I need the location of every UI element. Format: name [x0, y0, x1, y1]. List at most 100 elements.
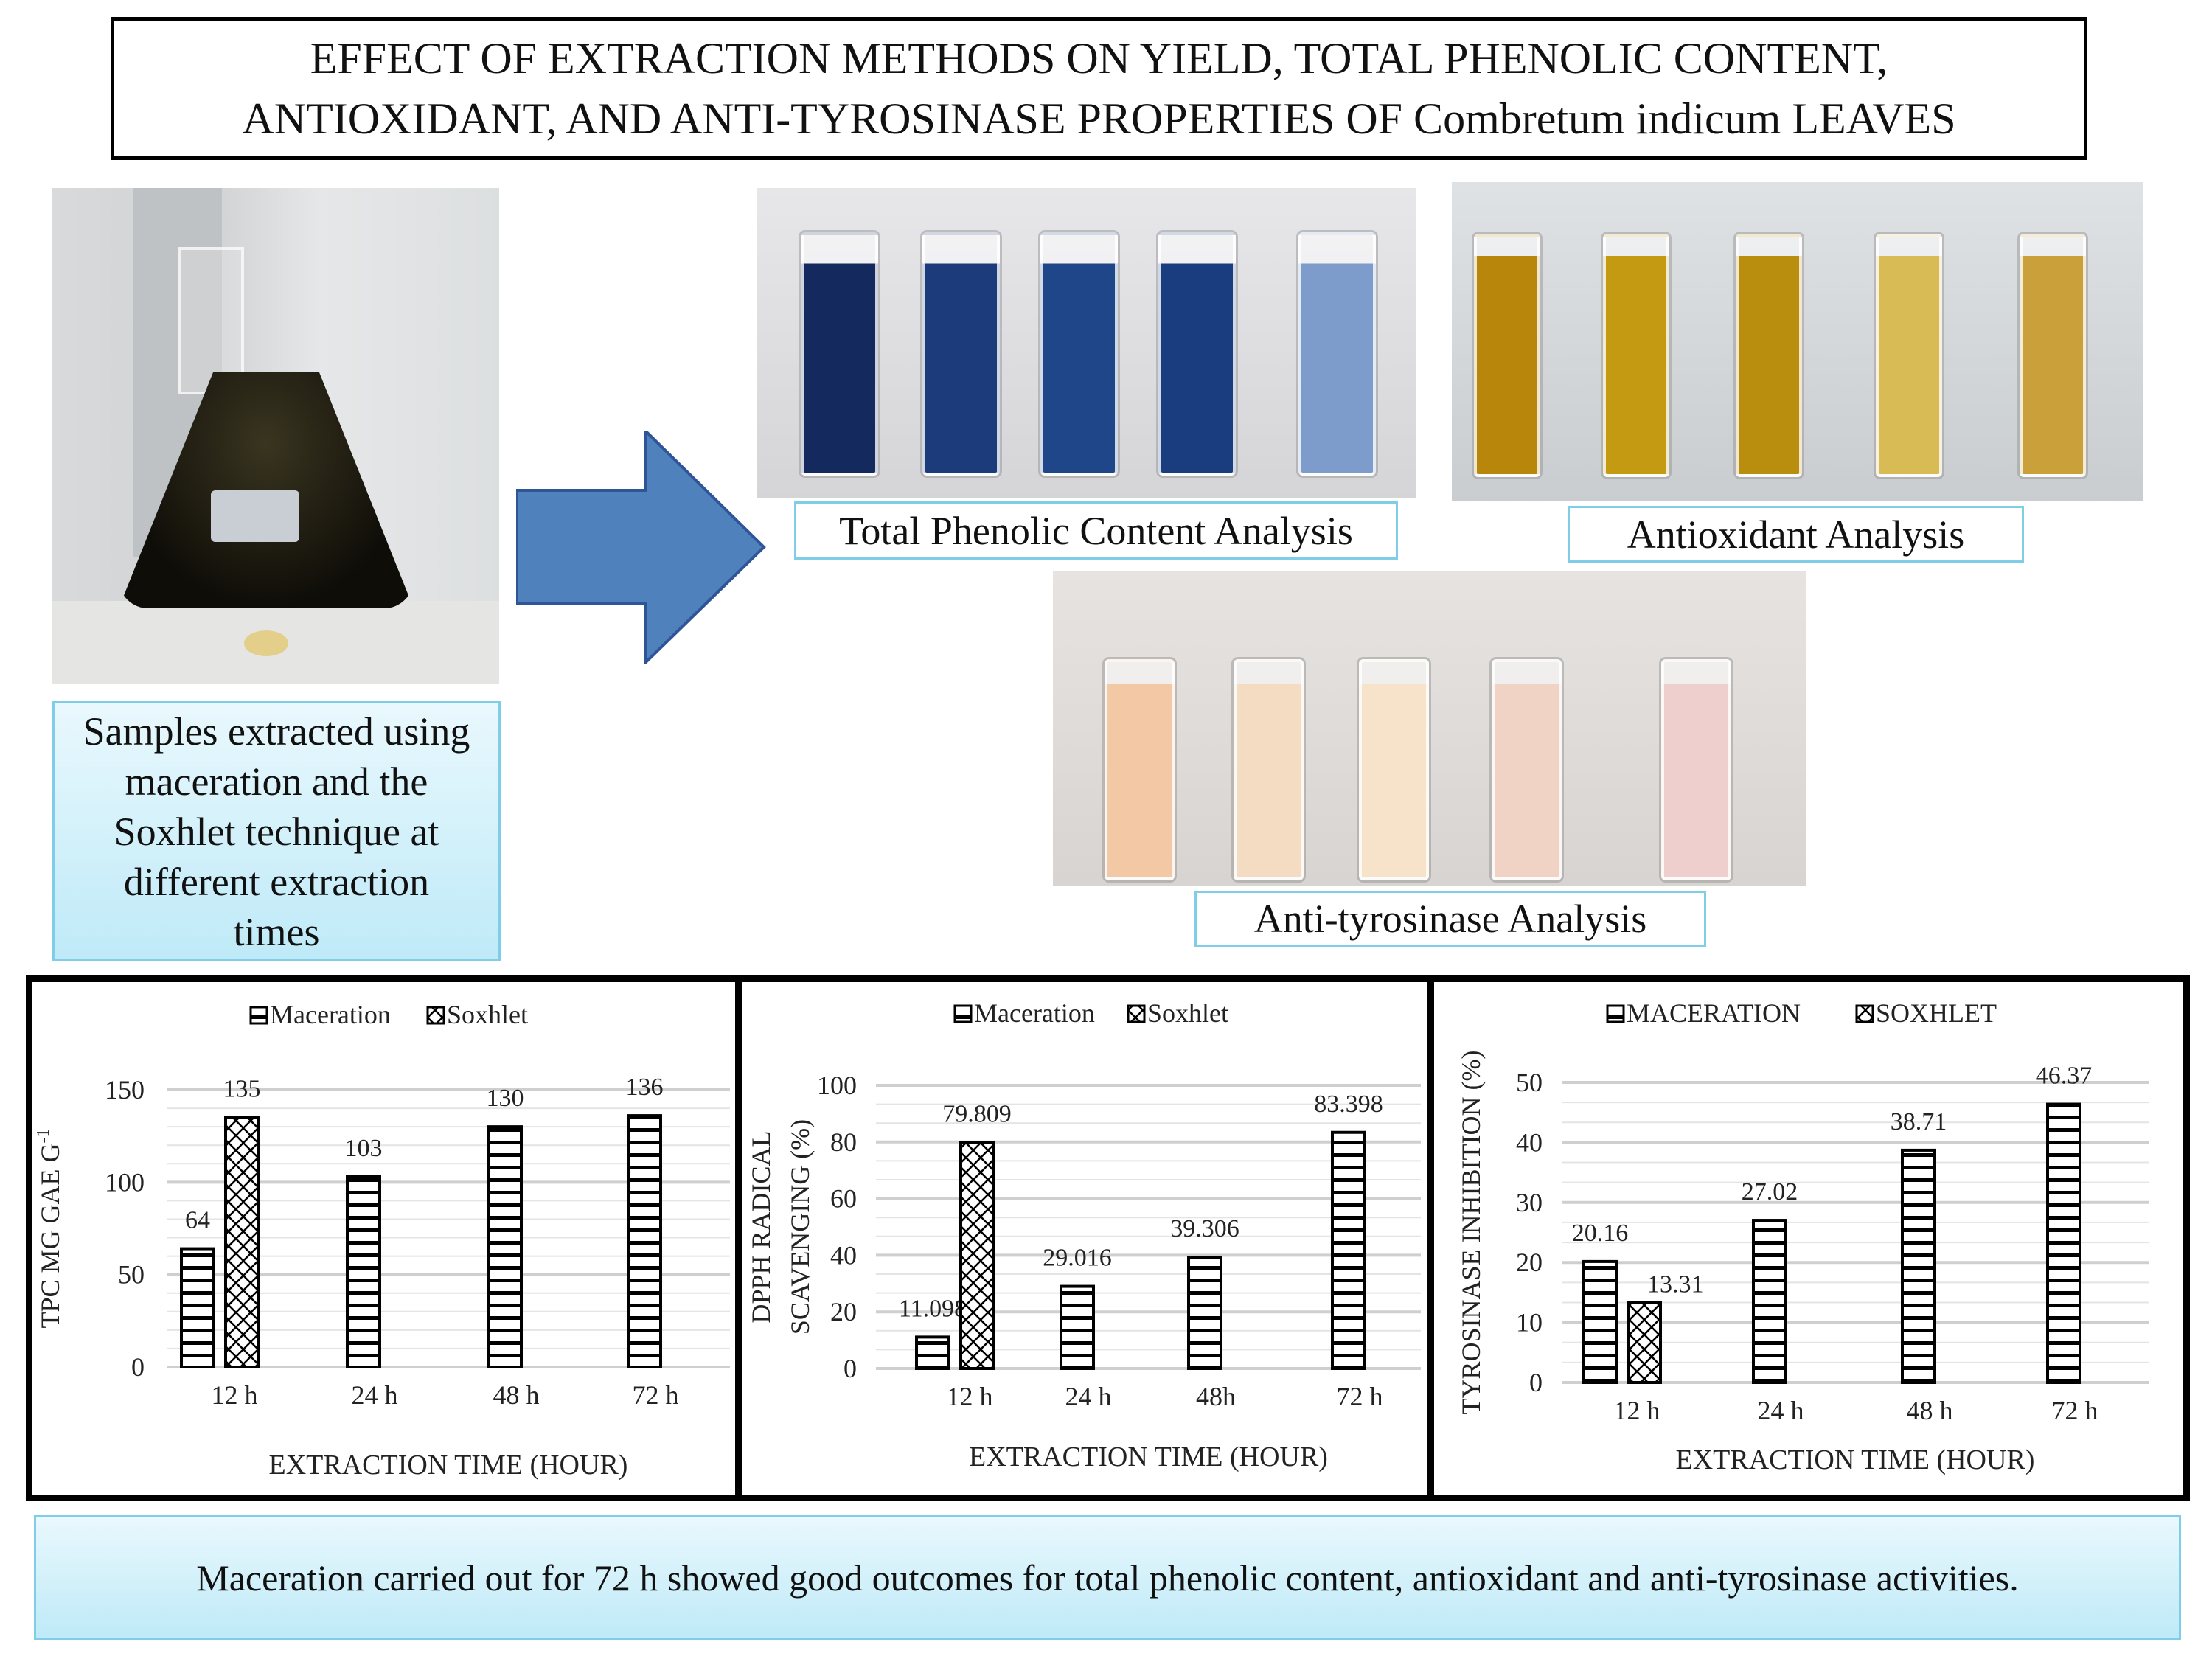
title-line-1: EFFECT OF EXTRACTION METHODS ON YIELD, T…	[310, 34, 1888, 83]
y-tick-label: 0	[1529, 1368, 1543, 1397]
antioxidant-analysis-label: Antioxidant Analysis	[1568, 506, 2024, 563]
data-label: 13.31	[1647, 1271, 1704, 1298]
maceration-bar	[1331, 1130, 1366, 1371]
y-tick-label: 30	[1516, 1188, 1543, 1217]
y-tick-label: 50	[118, 1260, 145, 1290]
soxhlet-bar	[1627, 1301, 1662, 1385]
cuvette	[1492, 659, 1562, 880]
data-label: 39.306	[1170, 1215, 1239, 1242]
flask-photo	[52, 188, 499, 684]
data-label: 27.02	[1742, 1178, 1798, 1206]
antioxidant-cuvettes-photo	[1452, 182, 2143, 501]
cuvette	[1359, 659, 1429, 880]
y-axis-title: TPC MG GAE G-1	[34, 1128, 65, 1328]
x-tick-label: 72 h	[2052, 1396, 2098, 1425]
x-tick-label: 12 h	[1614, 1396, 1660, 1425]
maceration-bar	[1060, 1284, 1095, 1371]
x-tick-label: 72 h	[633, 1380, 679, 1410]
y-tick-label: 100	[817, 1071, 857, 1100]
legend-soxhlet-swatch	[1127, 1004, 1146, 1023]
cuvette	[1736, 234, 1802, 477]
data-label: 46.37	[2036, 1062, 2093, 1090]
legend-maceration-swatch	[953, 1004, 973, 1023]
x-tick-label: 48h	[1196, 1382, 1236, 1411]
data-label: 135	[223, 1076, 261, 1103]
y-tick-label: 40	[1516, 1127, 1543, 1157]
x-tick-label: 24 h	[1065, 1382, 1112, 1411]
data-label: 83.398	[1314, 1091, 1383, 1118]
legend-label: Maceration	[974, 998, 1095, 1028]
y-tick-label: 80	[830, 1127, 857, 1157]
legend-label: MACERATION	[1627, 998, 1801, 1028]
legend-label: Maceration	[270, 1000, 391, 1029]
cuvette	[2020, 234, 2086, 477]
maceration-bar	[1187, 1256, 1222, 1370]
legend-soxhlet-swatch	[1855, 1004, 1874, 1023]
data-label: 38.71	[1891, 1108, 1947, 1135]
maceration-bar	[1901, 1148, 1936, 1385]
tpc-cuvettes-photo	[757, 188, 1416, 498]
poster-title: EFFECT OF EXTRACTION METHODS ON YIELD, T…	[111, 17, 2087, 160]
tpc-analysis-text: Total Phenolic Content Analysis	[839, 508, 1353, 553]
conclusion-text: Maceration carried out for 72 h showed g…	[196, 1557, 2019, 1599]
data-label: 11.098	[899, 1295, 967, 1322]
x-tick-label: 24 h	[352, 1380, 398, 1410]
cuvette	[1298, 232, 1376, 476]
cuvette	[1474, 234, 1540, 477]
extraction-caption-text: Samples extracted using maceration and t…	[83, 709, 470, 954]
y-tick-label: 0	[131, 1352, 145, 1382]
cuvette	[801, 232, 878, 476]
x-axis-title: EXTRACTION TIME (HOUR)	[1676, 1444, 2035, 1475]
legend-maceration-swatch	[1606, 1004, 1625, 1023]
maceration-bar	[627, 1114, 662, 1369]
x-tick-label: 12 h	[947, 1382, 993, 1411]
maceration-bar	[487, 1125, 523, 1368]
data-label: 29.016	[1043, 1245, 1112, 1272]
y-tick-label: 100	[105, 1167, 145, 1197]
flask-label-patch	[211, 490, 299, 542]
maceration-bar	[1752, 1219, 1787, 1385]
soxhlet-bar	[959, 1141, 995, 1370]
legend-soxhlet-swatch	[426, 1006, 445, 1025]
title-line-2: ANTIOXIDANT, AND ANTI-TYROSINASE PROPERT…	[242, 94, 1956, 143]
x-tick-label: 72 h	[1337, 1382, 1383, 1411]
tpc-analysis-label: Total Phenolic Content Analysis	[794, 501, 1398, 560]
soxhlet-bar	[224, 1116, 260, 1368]
x-axis-title: EXTRACTION TIME (HOUR)	[969, 1441, 1328, 1472]
chart-divider	[1427, 982, 1434, 1495]
cuvette	[1603, 234, 1669, 477]
cuvette	[1234, 659, 1304, 880]
y-tick-label: 20	[1516, 1248, 1543, 1277]
cuvette	[1876, 234, 1942, 477]
antityrosinase-analysis-text: Anti-tyrosinase Analysis	[1253, 897, 1647, 941]
antityrosinase-analysis-label: Anti-tyrosinase Analysis	[1194, 891, 1706, 947]
data-label: 136	[626, 1074, 664, 1101]
x-tick-label: 48 h	[1907, 1396, 1953, 1425]
bench-stain	[244, 630, 288, 656]
y-tick-label: 40	[830, 1240, 857, 1270]
legend-label: Soxhlet	[1147, 998, 1228, 1028]
x-tick-label: 48 h	[493, 1380, 540, 1410]
y-axis-title-superscript: -1	[34, 1128, 53, 1143]
antioxidant-analysis-text: Antioxidant Analysis	[1627, 512, 1965, 557]
cuvette	[1661, 659, 1731, 880]
cuvette	[1040, 232, 1118, 476]
cuvette	[1105, 659, 1175, 880]
maceration-bar	[2046, 1102, 2081, 1385]
x-tick-label: 12 h	[212, 1380, 258, 1410]
legend-label: SOXHLET	[1876, 998, 1997, 1028]
y-tick-label: 10	[1516, 1308, 1543, 1338]
extraction-caption: Samples extracted using maceration and t…	[52, 701, 501, 961]
maceration-bar	[180, 1247, 215, 1369]
y-tick-label: 50	[1516, 1068, 1543, 1097]
cuvette	[922, 232, 1000, 476]
data-label: 20.16	[1572, 1220, 1629, 1247]
right-arrow-icon	[516, 431, 766, 664]
maceration-bar	[915, 1335, 950, 1370]
cuvette	[1158, 232, 1236, 476]
y-tick-label: 150	[105, 1075, 145, 1105]
legend-maceration-swatch	[249, 1006, 268, 1025]
conclusion-box: Maceration carried out for 72 h showed g…	[34, 1515, 2181, 1640]
y-tick-label: 60	[830, 1184, 857, 1214]
